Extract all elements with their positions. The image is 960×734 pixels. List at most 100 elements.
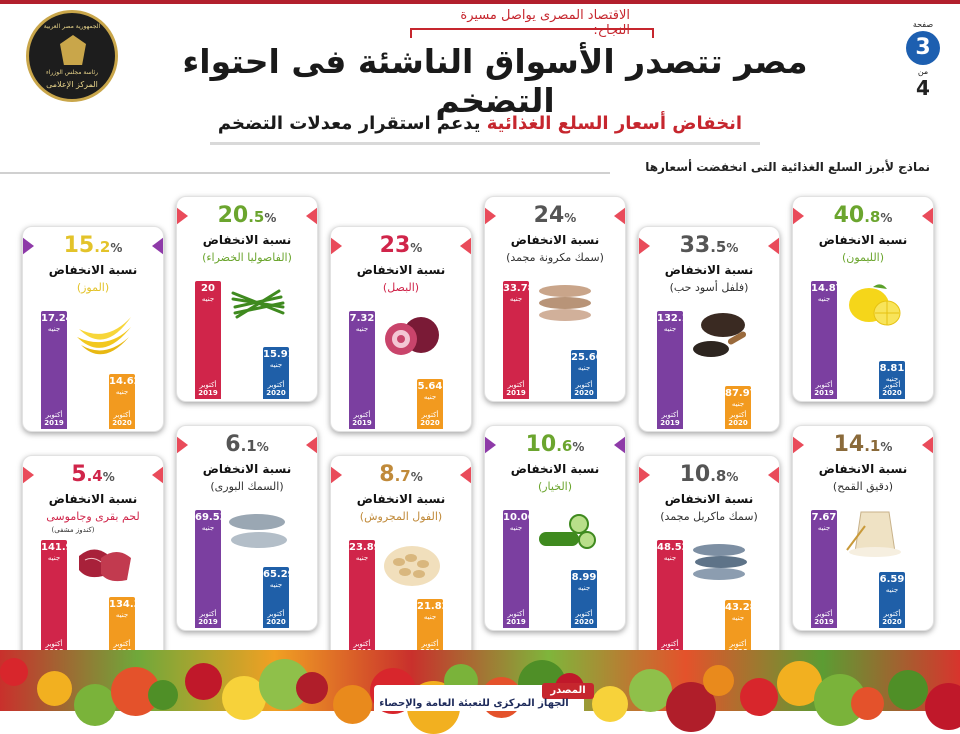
percent-sign: %: [256, 440, 269, 454]
source-text: الجهاز المركزى للتعبئة العامة والإحصاء: [379, 698, 569, 709]
decline-percent-integer: 24: [533, 203, 565, 228]
price-value-2020: 87.97: [725, 388, 757, 399]
bar-2020: 5.64 جنيه أكتوبر 2020: [417, 379, 443, 429]
year-label: 2020: [112, 419, 132, 427]
year-label: 2020: [728, 419, 748, 427]
decline-percent: 5.4%: [23, 462, 163, 487]
currency-label: جنيه: [355, 325, 369, 333]
price-value-2019: 141.95: [41, 542, 80, 553]
decline-label: نسبة الانخفاض: [818, 462, 908, 476]
item-name: (دقيق القمح): [832, 480, 894, 493]
fish-icon: [535, 277, 597, 329]
decline-percent: 10.6%: [485, 432, 625, 457]
bar-2019: 69.53 جنيه أكتوبر 2019: [195, 510, 227, 628]
item-card: 6.1% نسبة الانخفاض (السمك البورى) 69.53 جنيه…: [176, 425, 318, 631]
card-flag-right: [460, 237, 471, 255]
decline-percent-integer: 8: [379, 462, 395, 487]
decline-label: نسبة الانخفاض: [510, 462, 600, 476]
cucumber-icon: [535, 506, 597, 558]
bar-2020: 14.62 جنيه أكتوبر 2020: [109, 374, 141, 429]
price-value-2020: 14.62: [109, 376, 141, 387]
year-label: 2019: [44, 419, 64, 427]
subtitle-underline: [210, 142, 760, 145]
vegetable-decoration: [0, 658, 28, 686]
item-card: 23% نسبة الانخفاض (البصل) 7.32 جنيه أكتوبر 201…: [330, 226, 472, 432]
bar-2019: 33.78 جنيه أكتوبر 2019: [503, 281, 535, 399]
page-number: 3: [906, 31, 940, 65]
percent-sign: %: [880, 440, 893, 454]
top-accent-bar: [0, 0, 960, 4]
flour-icon: [843, 506, 905, 558]
bar-2020: 8.81 جنيه أكتوبر 2020: [879, 361, 905, 399]
decline-percent-integer: 10: [525, 432, 557, 457]
decline-percent: 14.1%: [793, 432, 933, 457]
bar-2020: 134.32جنيهأكتوبر2020: [109, 597, 148, 658]
item-name: (سمك مكرونة مجمد): [506, 251, 604, 264]
year-label: 2019: [814, 389, 834, 397]
month-label: أكتوبر: [575, 610, 593, 618]
year-label: 2019: [660, 419, 680, 427]
currency-label: جنيه: [509, 295, 523, 303]
decline-percent: 23%: [331, 233, 471, 258]
decline-percent-integer: 6: [225, 432, 241, 457]
month-label: أكتوبر: [507, 381, 525, 389]
item-card: 10.8% نسبة الانخفاض (سمك ماكريل مجمد) 48.52…: [638, 455, 780, 661]
card-flag-left: [23, 466, 34, 484]
card-flag-left: [23, 237, 34, 255]
item-name: (سمك ماكريل مجمد): [660, 510, 758, 523]
month-label: أكتوبر: [729, 411, 747, 419]
decline-label: نسبة الانخفاض: [202, 462, 292, 476]
card-flag-right: [922, 207, 933, 225]
decline-label: نسبة الانخفاض: [356, 263, 446, 277]
decline-percent-decimal: .1: [240, 437, 257, 455]
card-flag-right: [922, 436, 933, 454]
price-value-2019: 33.78: [503, 283, 535, 294]
month-label: أكتوبر: [883, 381, 901, 389]
item-name: (البصل): [382, 281, 420, 294]
year-label: 2019: [198, 389, 218, 397]
decline-percent-decimal: .2: [94, 238, 111, 256]
card-flag-right: [768, 466, 779, 484]
percent-sign: %: [564, 211, 577, 225]
decline-label: نسبة الانخفاض: [202, 233, 292, 247]
price-value-2020: 5.64: [417, 381, 443, 392]
bar-2019: 10.06 جنيه أكتوبر 2019: [503, 510, 535, 628]
price-value-2019: 10.06: [503, 512, 535, 523]
bar-2019: 17.24 جنيه أكتوبر 2019: [41, 311, 73, 429]
item-subtitle: (كندوز مشفى): [51, 526, 95, 534]
onion-icon: [381, 307, 443, 359]
bar-2019: 20 جنيه أكتوبر 2019: [195, 281, 221, 399]
vegetable-decoration: [592, 686, 628, 722]
vegetable-decoration: [333, 685, 372, 724]
bar-2020: 6.59 جنيه أكتوبر 2020: [879, 572, 905, 628]
percent-sign: %: [726, 470, 739, 484]
bar-2020: 43.28جنيهأكتوبر2020: [725, 600, 757, 658]
bar-2020: 87.97 جنيه أكتوبر 2020: [725, 386, 757, 429]
item-card: 20.5% نسبة الانخفاض (الفاصوليا الخضراء) 20 ج…: [176, 196, 318, 402]
decline-percent: 15.2%: [23, 233, 163, 258]
bar-2020: 65.29 جنيه أكتوبر 2020: [263, 567, 295, 628]
vegetable-decoration: [37, 671, 72, 706]
card-flag-right: [152, 466, 163, 484]
item-card: 5.4% نسبة الانخفاض لحم بقرى وجاموسى (كندوز …: [22, 455, 164, 661]
page-of-label: من: [917, 67, 929, 76]
currency-label: جنيه: [423, 393, 437, 401]
vegetable-decoration: [74, 684, 116, 726]
card-flag-left: [793, 436, 804, 454]
card-flag-right: [768, 237, 779, 255]
decline-label: نسبة الانخفاض: [818, 233, 908, 247]
card-flag-left: [485, 207, 496, 225]
month-label: أكتوبر: [729, 640, 747, 648]
month-label: أكتوبر: [421, 411, 439, 419]
meat-icon: [73, 536, 135, 588]
eagle-emblem-icon: [60, 35, 86, 65]
month-label: أكتوبر: [199, 610, 217, 618]
